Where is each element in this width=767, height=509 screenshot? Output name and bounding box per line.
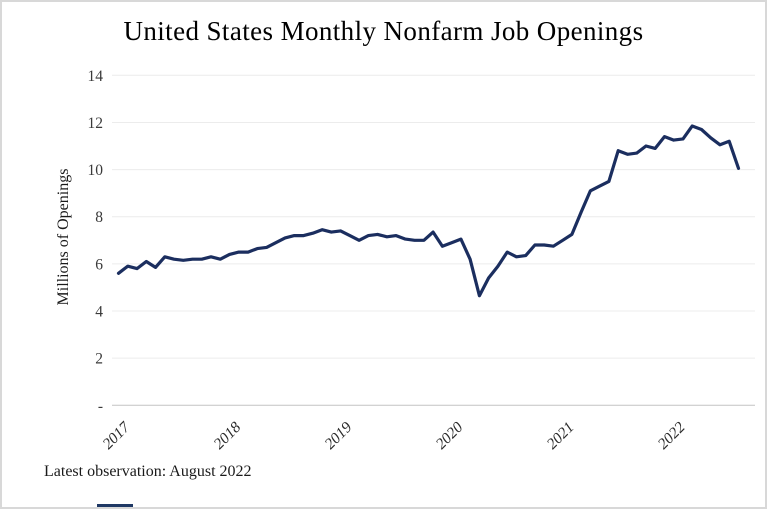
x-tick-label: 2020 <box>433 419 467 453</box>
y-tick-label: 12 <box>88 115 104 132</box>
y-tick-label: 6 <box>95 256 103 273</box>
x-tick-label: 2017 <box>99 418 134 453</box>
y-tick-label: 14 <box>88 68 104 85</box>
y-tick-label: 8 <box>95 209 103 226</box>
y-tick-label: 10 <box>88 162 104 179</box>
y-tick-label: - <box>98 398 103 415</box>
y-tick-label: 4 <box>95 304 103 321</box>
latest-observation-note: Latest observation: August 2022 <box>44 463 252 480</box>
x-tick-label: 2019 <box>321 419 355 453</box>
y-tick-label: 2 <box>95 351 103 368</box>
bottom-edge-accent-bar <box>97 504 133 507</box>
job-openings-line <box>116 124 741 298</box>
x-tick-label: 2021 <box>544 419 578 453</box>
chart-title: United States Monthly Nonfarm Job Openin… <box>123 16 644 46</box>
y-axis-title: Millions of Openings <box>55 168 72 306</box>
x-tick-label: 2022 <box>655 419 689 453</box>
x-tick-label: 2018 <box>210 419 244 453</box>
